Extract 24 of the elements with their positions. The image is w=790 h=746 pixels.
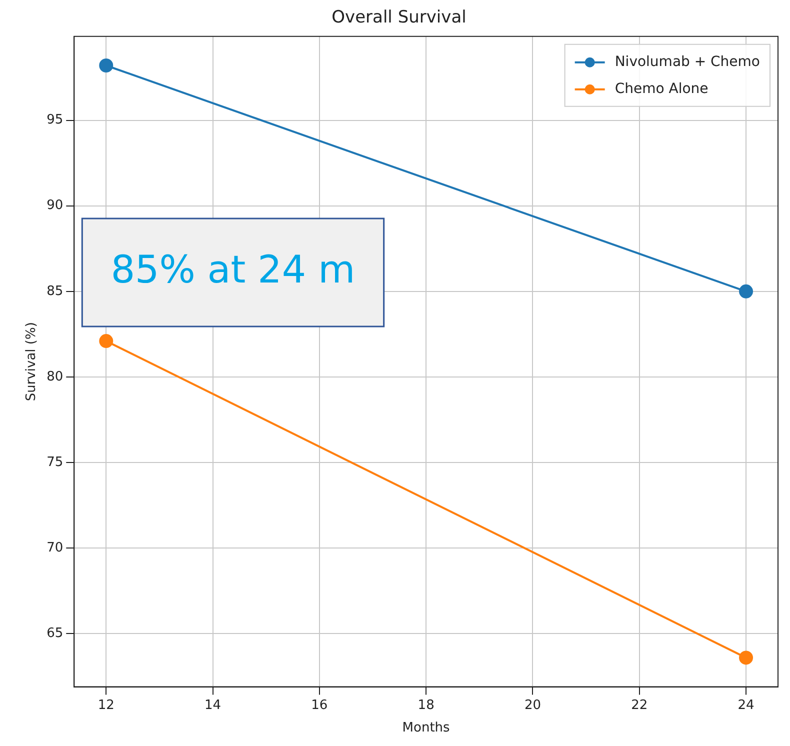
legend-label: Chemo Alone bbox=[614, 81, 708, 98]
y-axis-title: Survival (%) bbox=[24, 322, 40, 402]
chart-title: Overall Survival bbox=[332, 8, 466, 28]
y-tick-label: 65 bbox=[46, 626, 64, 642]
x-tick-label: 22 bbox=[631, 698, 648, 713]
x-tick-label: 12 bbox=[98, 698, 114, 713]
point bbox=[99, 58, 114, 72]
y-tick-label: 85 bbox=[46, 284, 64, 299]
x-tick-label: 18 bbox=[418, 698, 434, 713]
x-tick-label: 20 bbox=[524, 698, 541, 713]
point bbox=[739, 284, 754, 298]
point bbox=[739, 650, 754, 665]
x-axis-title: Months bbox=[402, 720, 450, 736]
legend-label: Nivolumab + Chemo bbox=[614, 54, 760, 70]
y-tick-label: 80 bbox=[46, 369, 64, 384]
x-tick-label: 16 bbox=[311, 698, 328, 713]
x-tick-label: 24 bbox=[738, 698, 754, 713]
point bbox=[99, 334, 114, 348]
y-tick-label: 75 bbox=[46, 454, 64, 470]
y-tick-label: 90 bbox=[46, 198, 64, 214]
annotation: 85% at 24 m bbox=[110, 247, 356, 292]
y-tick-label: 95 bbox=[46, 112, 64, 128]
y-tick-label: 70 bbox=[46, 540, 64, 556]
x-tick-label: 14 bbox=[204, 698, 222, 713]
